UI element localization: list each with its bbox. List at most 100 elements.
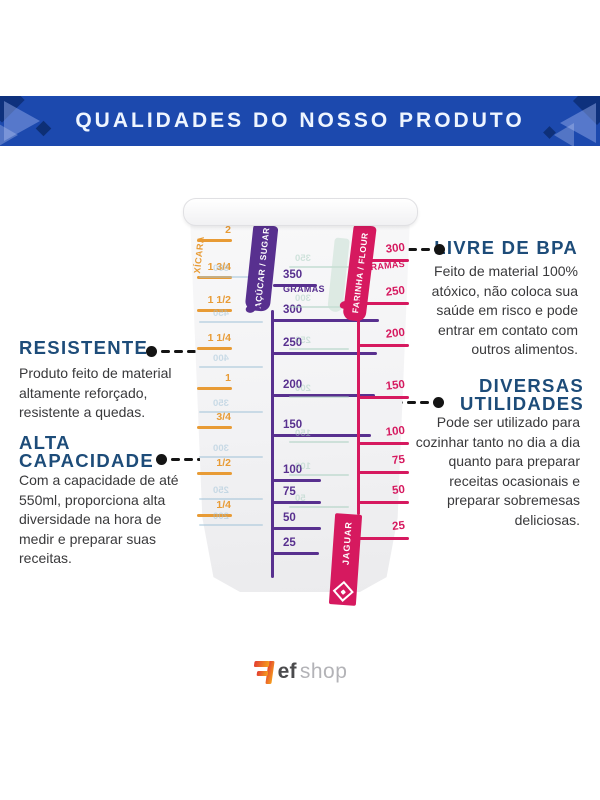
feature-title-alta-capacidade: ALTA CAPACIDADE [19, 432, 154, 471]
spoon-icon [339, 300, 360, 309]
flour-scale-tick [359, 302, 409, 305]
ghost-scale-tick [289, 348, 349, 350]
ghost-scale-tick [289, 474, 349, 476]
sugar-scale-value: 75 [283, 486, 296, 498]
cups-scale-tick [197, 239, 232, 242]
ghost-scale-value: 400 [213, 353, 229, 364]
ghost-scale-value: 300 [213, 443, 229, 454]
sugar-scale-value: 200 [283, 379, 303, 391]
connector-dot-icon [434, 244, 445, 255]
connector-dash [407, 400, 416, 405]
flour-scale-tick [359, 344, 409, 347]
connector-dash [184, 457, 193, 462]
connector-dash [421, 247, 430, 252]
cups-scale-tick [197, 309, 232, 312]
flour-scale-tick [359, 501, 409, 504]
feature-body-livre-de-bpa: Feito de material 100% atóxico, não colo… [431, 263, 578, 357]
connector-dash [420, 400, 429, 405]
flour-scale-value: 200 [385, 326, 406, 341]
sugar-scale-tick [273, 479, 321, 482]
page-title: QUALIDADES DO NOSSO PRODUTO [75, 109, 525, 132]
ghost-scale-tick [199, 524, 263, 526]
connector-dot-icon [146, 346, 157, 357]
efshop-logo-text-shop: shop [299, 660, 348, 683]
banner-diamond-decoration [543, 126, 556, 139]
measuring-cup-illustration: 2 1 3/4 1 1/2 1 1/4 1 3/4 1/2 1/4 350 GRAMAS 300 25… [183, 198, 418, 606]
ghost-scale-value: 50 [295, 493, 306, 504]
cups-scale-tick [197, 514, 232, 517]
feature-title-diversas-utilidades: DIVERSAS UTILIDADES [460, 375, 584, 414]
sugar-scale-tick [273, 501, 321, 504]
ghost-scale-value: 250 [295, 335, 311, 346]
cups-scale-tick [197, 472, 232, 475]
flour-scale-tick [359, 442, 409, 445]
banner-triangle-decoration [554, 123, 574, 146]
sugar-scale-tick [273, 552, 319, 555]
feature-body-diversas-utilidades: Pode ser utilizado para cozinhar tanto n… [415, 414, 580, 528]
sugar-scale-tick [273, 352, 377, 355]
sugar-scale-value: 50 [283, 512, 296, 524]
connector-dash [187, 349, 196, 354]
flour-scale-value: 100 [385, 424, 406, 439]
jaguar-logo-icon [332, 580, 354, 603]
efshop-logo: ef shop [0, 660, 600, 684]
sugar-scale-tick [273, 527, 321, 530]
ghost-scale-tick [199, 366, 263, 368]
cups-scale-tick [197, 387, 232, 390]
ghost-scale-value: 200 [295, 383, 311, 394]
ghost-scale-value: 350 [295, 253, 311, 264]
efshop-logo-text-ef: ef [277, 660, 297, 683]
cups-scale-value: 1/2 [216, 457, 231, 469]
connector-dash [171, 457, 180, 462]
sugar-scale-value: 25 [283, 537, 296, 549]
ghost-scale-value: 350 [213, 398, 229, 409]
connector-dash [174, 349, 183, 354]
banner-diamond-decoration [35, 120, 52, 137]
sugar-scale-value: GRAMAS [283, 284, 325, 294]
cup-body [190, 220, 410, 592]
cups-scale-tick [197, 426, 232, 429]
ghost-scale-value: 200 [213, 511, 229, 522]
cup-scales-layer: 2 1 3/4 1 1/2 1 1/4 1 3/4 1/2 1/4 350 GRAMAS 300 25… [185, 198, 415, 598]
spoon-icon [245, 304, 266, 313]
sugar-scale-value: 250 [283, 337, 303, 349]
jaguar-brand-label: JAGUAR [340, 520, 354, 566]
cup-rim [183, 198, 418, 226]
sugar-ribbon-label: AÇÚCAR / SUGAR [252, 226, 271, 310]
cups-scale-value: 1 1/4 [207, 332, 231, 344]
connector-dash [408, 247, 417, 252]
cups-scale-value: 1/4 [216, 499, 231, 511]
flour-scale-value: 75 [391, 453, 406, 468]
sugar-scale-value: 150 [283, 419, 303, 431]
sugar-scale-axis [271, 310, 274, 578]
header-banner: QUALIDADES DO NOSSO PRODUTO [0, 96, 600, 146]
cups-scale-value: 1 1/2 [207, 294, 231, 306]
ghost-scale-tick [199, 456, 263, 458]
ghost-scale-tick [289, 441, 349, 443]
ghost-scale-tick [199, 498, 263, 500]
flour-scale-tick [359, 537, 409, 540]
flour-scale-tick [359, 471, 409, 474]
cups-scale-value: 3/4 [216, 411, 231, 423]
callout-connector [146, 346, 196, 357]
ghost-scale-value: 150 [295, 428, 311, 439]
sugar-scale-tick [273, 394, 375, 397]
ghost-scale-tick [199, 276, 263, 278]
ghost-scale-tick [289, 306, 349, 308]
cups-scale-value: 2 [225, 224, 231, 236]
sugar-scale-tick [273, 319, 379, 322]
sugar-scale-tick [273, 434, 371, 437]
cups-scale-value: 1 3/4 [207, 261, 231, 273]
ghost-scale-tick [199, 411, 263, 413]
connector-dash [161, 349, 170, 354]
feature-title-livre-de-bpa: LIVRE DE BPA [434, 237, 578, 258]
connector-dot-icon [156, 454, 167, 465]
sugar-scale-value: 350 [283, 269, 303, 281]
flour-scale-value: 25 [391, 519, 406, 534]
feature-body-resistente: Produto feito de material altamente refo… [19, 365, 172, 420]
sugar-scale-tick [273, 284, 317, 287]
ghost-scale-tick [289, 266, 349, 268]
ghost-scale-tick [289, 396, 349, 398]
flour-scale-axis [357, 320, 360, 515]
